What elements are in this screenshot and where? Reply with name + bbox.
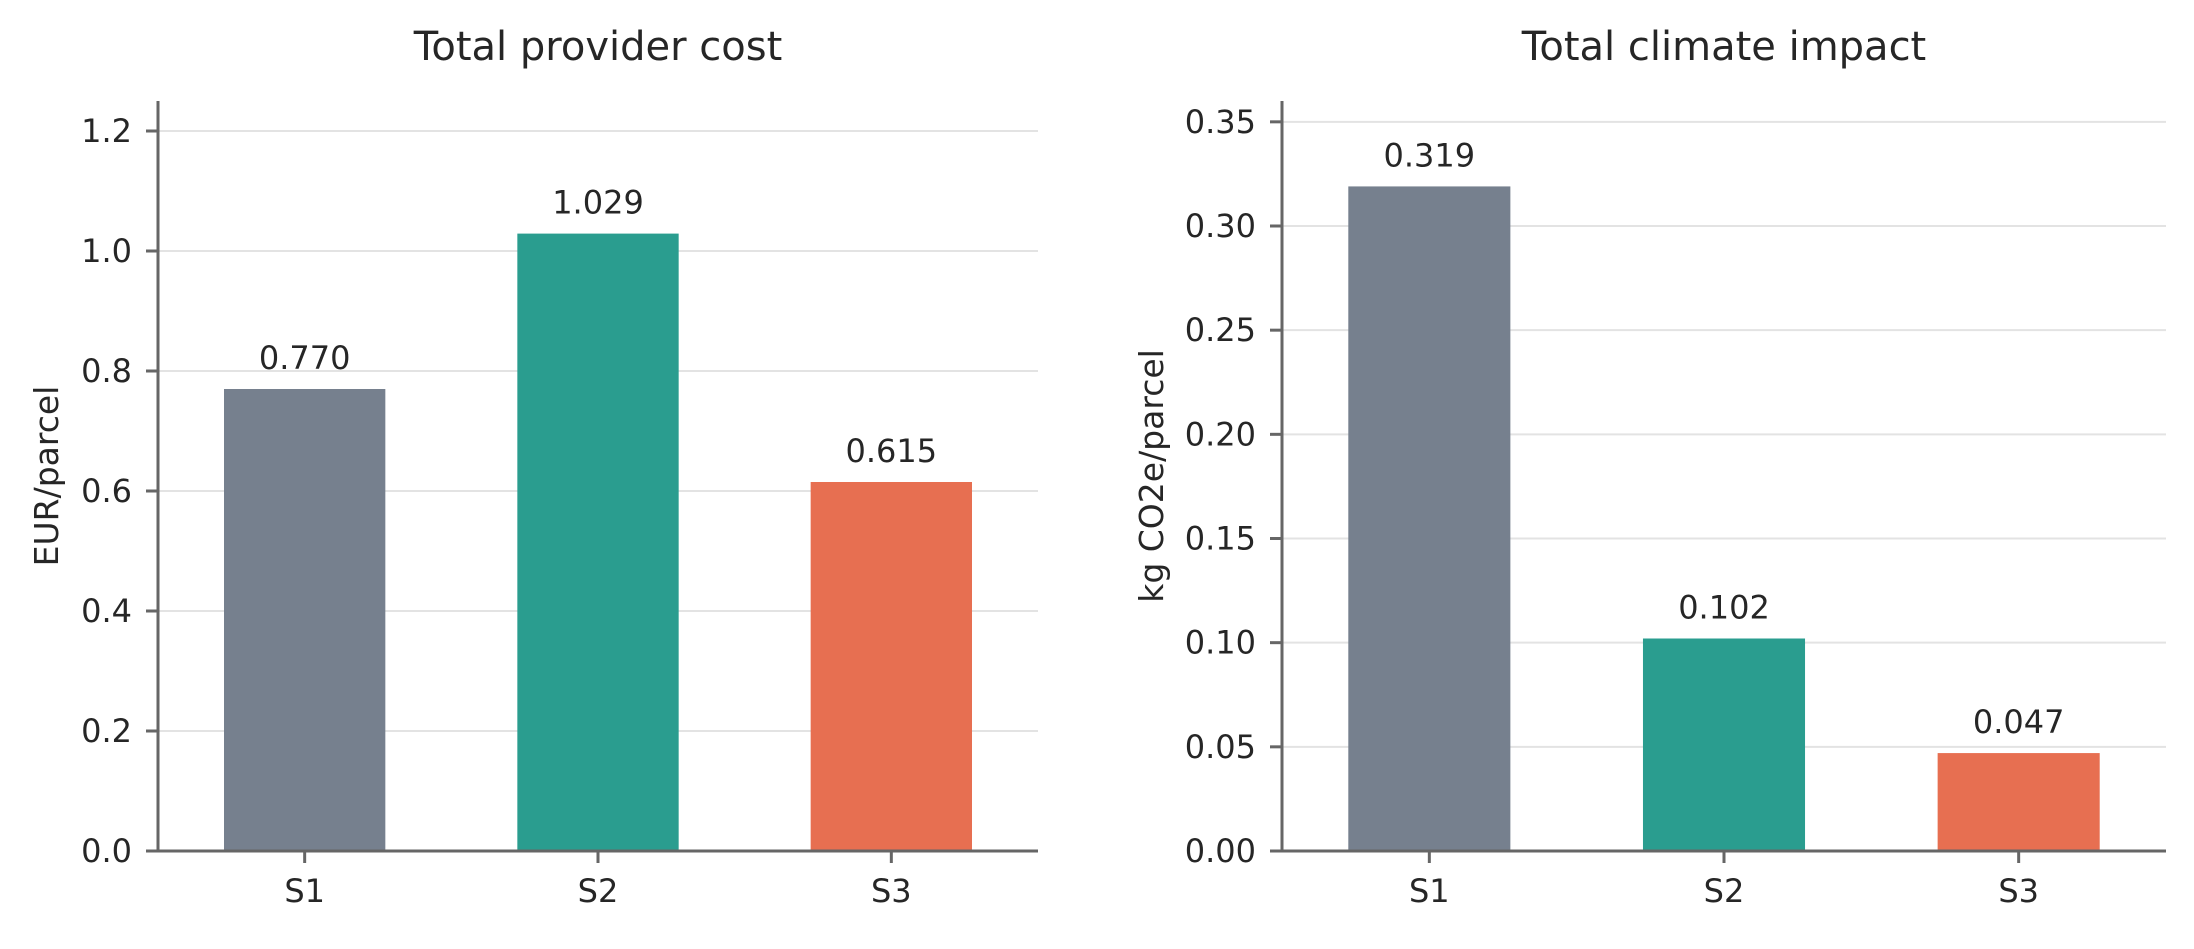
data-label: 0.770 [259, 339, 351, 377]
data-label: 0.102 [1678, 589, 1770, 627]
data-label: 0.047 [1973, 703, 2065, 741]
data-label: 0.615 [846, 432, 938, 470]
bar-s1 [1348, 186, 1511, 851]
bar-s3 [810, 482, 972, 851]
y-tick-label: 0.30 [1185, 207, 1256, 245]
y-tick-label: 0.15 [1185, 520, 1256, 558]
y-axis-label: kg CO2e/parcel [1132, 349, 1171, 603]
x-tick-label: S2 [1704, 872, 1745, 910]
y-tick-label: 0.25 [1185, 311, 1256, 349]
bar-s3 [1937, 753, 2100, 851]
y-tick-label: 0.8 [81, 352, 132, 390]
y-tick-label: 0.6 [81, 472, 132, 510]
y-tick-label: 1.0 [81, 232, 132, 270]
y-axis-label: EUR/parcel [27, 386, 66, 567]
bar-s2 [517, 233, 679, 852]
x-tick-label: S3 [871, 872, 912, 910]
chart-panel-provider-cost: 0.0 0.2 0.4 0.6 0.8 1.0 1.2 0.770 S1 1.029 S2 0.615… [27, 24, 1038, 910]
x-tick-label: S1 [284, 872, 325, 910]
y-tick-label: 0.0 [81, 832, 132, 870]
x-tick-label: S1 [1409, 872, 1450, 910]
chart-title: Total climate impact [1521, 24, 1927, 70]
chart-title: Total provider cost [413, 24, 783, 70]
y-tick-label: 0.05 [1185, 728, 1256, 766]
data-label: 1.029 [552, 184, 644, 222]
bar-s1 [224, 389, 386, 851]
y-tick-label: 0.20 [1185, 415, 1256, 453]
bar-s2 [1642, 638, 1806, 851]
y-tick-label: 1.2 [81, 112, 132, 150]
x-tick-label: S2 [578, 872, 619, 910]
y-tick-label: 0.4 [81, 592, 132, 630]
data-label: 0.319 [1384, 136, 1476, 174]
y-tick-label: 0.10 [1185, 624, 1256, 662]
x-tick-label: S3 [1998, 872, 2039, 910]
y-tick-label: 0.35 [1185, 103, 1256, 141]
y-tick-label: 0.2 [81, 712, 132, 750]
chart-panel-climate-impact: 0.00 0.05 0.10 0.15 0.20 0.25 0.30 0.35 0.319 S1 0… [1132, 24, 2166, 910]
y-tick-label: 0.00 [1185, 832, 1256, 870]
